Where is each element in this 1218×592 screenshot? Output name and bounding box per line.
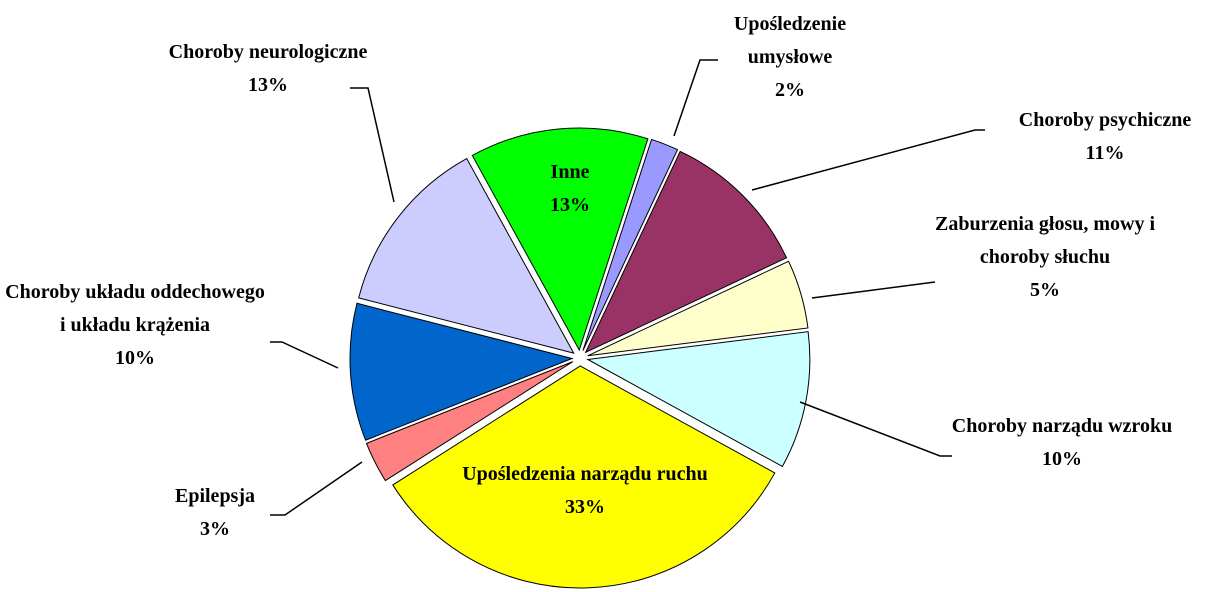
label-name: Epilepsja bbox=[174, 485, 256, 507]
leader-line bbox=[270, 461, 363, 516]
data-label: Choroby narządu wzroku 10% bbox=[942, 410, 1182, 476]
data-label: Choroby psychiczne 11% bbox=[975, 104, 1218, 170]
pie-slice bbox=[365, 361, 574, 482]
label-value: 10% bbox=[115, 347, 155, 369]
label-name: Choroby narządu wzroku bbox=[951, 415, 1173, 437]
label-value: 11% bbox=[1085, 142, 1125, 164]
label-name: Choroby układu oddechowego i układu krąż… bbox=[5, 281, 265, 336]
label-value: 10% bbox=[1042, 448, 1082, 470]
leader-line bbox=[350, 87, 395, 203]
leader-line bbox=[751, 129, 985, 191]
pie-slice bbox=[349, 302, 574, 441]
label-name: Zaburzenia głosu, mowy i choroby słuchu bbox=[934, 213, 1156, 268]
pie-slice bbox=[584, 150, 788, 354]
data-label: Upośledzenia narządu ruchu 33% bbox=[435, 458, 735, 524]
label-name: Inne bbox=[550, 161, 590, 183]
data-label: Choroby neurologiczne 13% bbox=[168, 36, 368, 102]
pie-slice bbox=[587, 260, 809, 357]
label-value: 13% bbox=[550, 194, 590, 216]
data-label: Choroby układu oddechowego i układu krąż… bbox=[5, 276, 265, 375]
label-name: Choroby psychiczne bbox=[1018, 109, 1192, 131]
label-name: Choroby neurologiczne bbox=[168, 41, 368, 63]
leader-line bbox=[270, 341, 339, 369]
label-value: 3% bbox=[200, 518, 230, 540]
pie-slice bbox=[586, 331, 811, 468]
pie-slice bbox=[392, 365, 776, 589]
data-label: Zaburzenia głosu, mowy i choroby słuchu 5… bbox=[925, 208, 1165, 307]
leader-line bbox=[811, 281, 936, 299]
label-value: 5% bbox=[1030, 279, 1060, 301]
label-value: 33% bbox=[565, 496, 605, 518]
label-name: Upośledzenie umysłowe bbox=[733, 13, 847, 68]
data-label: Upośledzenie umysłowe 2% bbox=[690, 8, 890, 107]
label-name: Upośledzenia narządu ruchu bbox=[462, 463, 708, 485]
data-label: Epilepsja 3% bbox=[140, 480, 290, 546]
pie-slice bbox=[471, 127, 649, 352]
data-label: Inne 13% bbox=[510, 156, 630, 222]
leader-line bbox=[673, 59, 718, 137]
pie-slice bbox=[358, 157, 575, 354]
leader-line bbox=[799, 401, 952, 457]
label-value: 2% bbox=[775, 79, 805, 101]
label-value: 13% bbox=[248, 74, 288, 96]
pie-slice bbox=[582, 138, 679, 351]
